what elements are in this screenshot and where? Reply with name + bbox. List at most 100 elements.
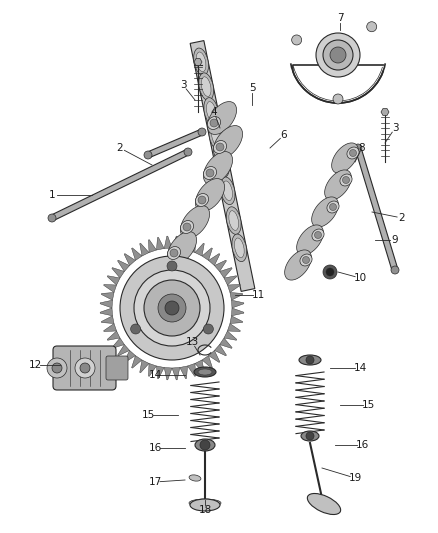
Circle shape	[144, 280, 200, 336]
Text: 14: 14	[148, 370, 162, 380]
Polygon shape	[164, 236, 172, 248]
Circle shape	[198, 196, 206, 204]
Circle shape	[80, 363, 90, 373]
Ellipse shape	[180, 221, 194, 233]
Polygon shape	[224, 276, 237, 285]
Ellipse shape	[201, 77, 211, 96]
Text: 14: 14	[353, 363, 367, 373]
Circle shape	[48, 214, 56, 222]
Polygon shape	[219, 268, 232, 278]
Ellipse shape	[212, 126, 221, 146]
Text: 8: 8	[359, 143, 365, 153]
Text: 2: 2	[117, 143, 124, 153]
Polygon shape	[107, 331, 120, 340]
Polygon shape	[195, 360, 204, 373]
Polygon shape	[148, 364, 156, 376]
Polygon shape	[148, 240, 156, 253]
Polygon shape	[194, 59, 202, 66]
Circle shape	[203, 324, 213, 334]
Circle shape	[323, 265, 337, 279]
Ellipse shape	[325, 170, 351, 200]
Polygon shape	[215, 260, 226, 271]
Polygon shape	[219, 338, 232, 349]
Circle shape	[52, 363, 62, 373]
Text: 16: 16	[148, 443, 162, 453]
Polygon shape	[112, 338, 124, 349]
Circle shape	[391, 266, 399, 274]
Polygon shape	[355, 147, 398, 271]
Ellipse shape	[194, 48, 208, 76]
Ellipse shape	[327, 201, 339, 213]
Text: 2: 2	[399, 213, 405, 223]
Circle shape	[350, 149, 357, 157]
Ellipse shape	[234, 238, 244, 257]
Text: 16: 16	[355, 440, 369, 450]
Ellipse shape	[203, 151, 233, 184]
Text: 3: 3	[392, 123, 398, 133]
Ellipse shape	[206, 102, 216, 122]
Circle shape	[131, 324, 141, 334]
Ellipse shape	[199, 73, 214, 100]
Ellipse shape	[195, 193, 208, 206]
Ellipse shape	[312, 197, 338, 227]
Text: 7: 7	[337, 13, 343, 23]
Ellipse shape	[208, 117, 221, 130]
Polygon shape	[215, 344, 226, 356]
Circle shape	[316, 33, 360, 77]
Polygon shape	[172, 367, 180, 380]
Ellipse shape	[312, 229, 324, 241]
Ellipse shape	[213, 126, 243, 158]
Circle shape	[326, 268, 334, 276]
Ellipse shape	[285, 250, 311, 280]
Text: 12: 12	[28, 360, 42, 370]
Ellipse shape	[198, 369, 212, 375]
Polygon shape	[187, 240, 196, 253]
Circle shape	[165, 301, 179, 315]
Polygon shape	[202, 248, 212, 261]
Circle shape	[354, 144, 362, 152]
Circle shape	[306, 356, 314, 364]
Circle shape	[198, 128, 206, 136]
Circle shape	[367, 22, 377, 32]
Text: 19: 19	[348, 473, 362, 483]
Circle shape	[144, 151, 152, 159]
Text: 15: 15	[141, 410, 155, 420]
Polygon shape	[117, 344, 130, 356]
Text: 5: 5	[249, 83, 255, 93]
Polygon shape	[140, 243, 149, 256]
Polygon shape	[381, 109, 389, 116]
Polygon shape	[190, 41, 255, 292]
Polygon shape	[131, 356, 142, 368]
Ellipse shape	[189, 499, 221, 507]
Ellipse shape	[232, 234, 247, 262]
Polygon shape	[230, 316, 243, 324]
Ellipse shape	[167, 231, 197, 264]
Circle shape	[292, 35, 302, 45]
Circle shape	[206, 169, 214, 177]
Text: 18: 18	[198, 505, 212, 515]
Polygon shape	[180, 237, 187, 250]
Polygon shape	[124, 254, 135, 265]
Text: 6: 6	[281, 130, 287, 140]
FancyBboxPatch shape	[106, 356, 128, 380]
Ellipse shape	[297, 225, 323, 255]
Ellipse shape	[347, 147, 359, 159]
Polygon shape	[187, 364, 196, 376]
Ellipse shape	[203, 166, 216, 180]
Circle shape	[329, 204, 336, 211]
Polygon shape	[232, 300, 244, 308]
Text: 11: 11	[251, 290, 265, 300]
Polygon shape	[208, 254, 220, 265]
Polygon shape	[140, 360, 149, 373]
Polygon shape	[180, 366, 187, 379]
Circle shape	[200, 440, 210, 450]
Ellipse shape	[196, 52, 206, 71]
Ellipse shape	[223, 181, 233, 200]
Ellipse shape	[300, 254, 312, 266]
Circle shape	[167, 261, 177, 271]
Circle shape	[323, 40, 353, 70]
Ellipse shape	[299, 355, 321, 365]
Ellipse shape	[209, 123, 224, 150]
Circle shape	[183, 223, 191, 231]
Polygon shape	[224, 331, 237, 340]
